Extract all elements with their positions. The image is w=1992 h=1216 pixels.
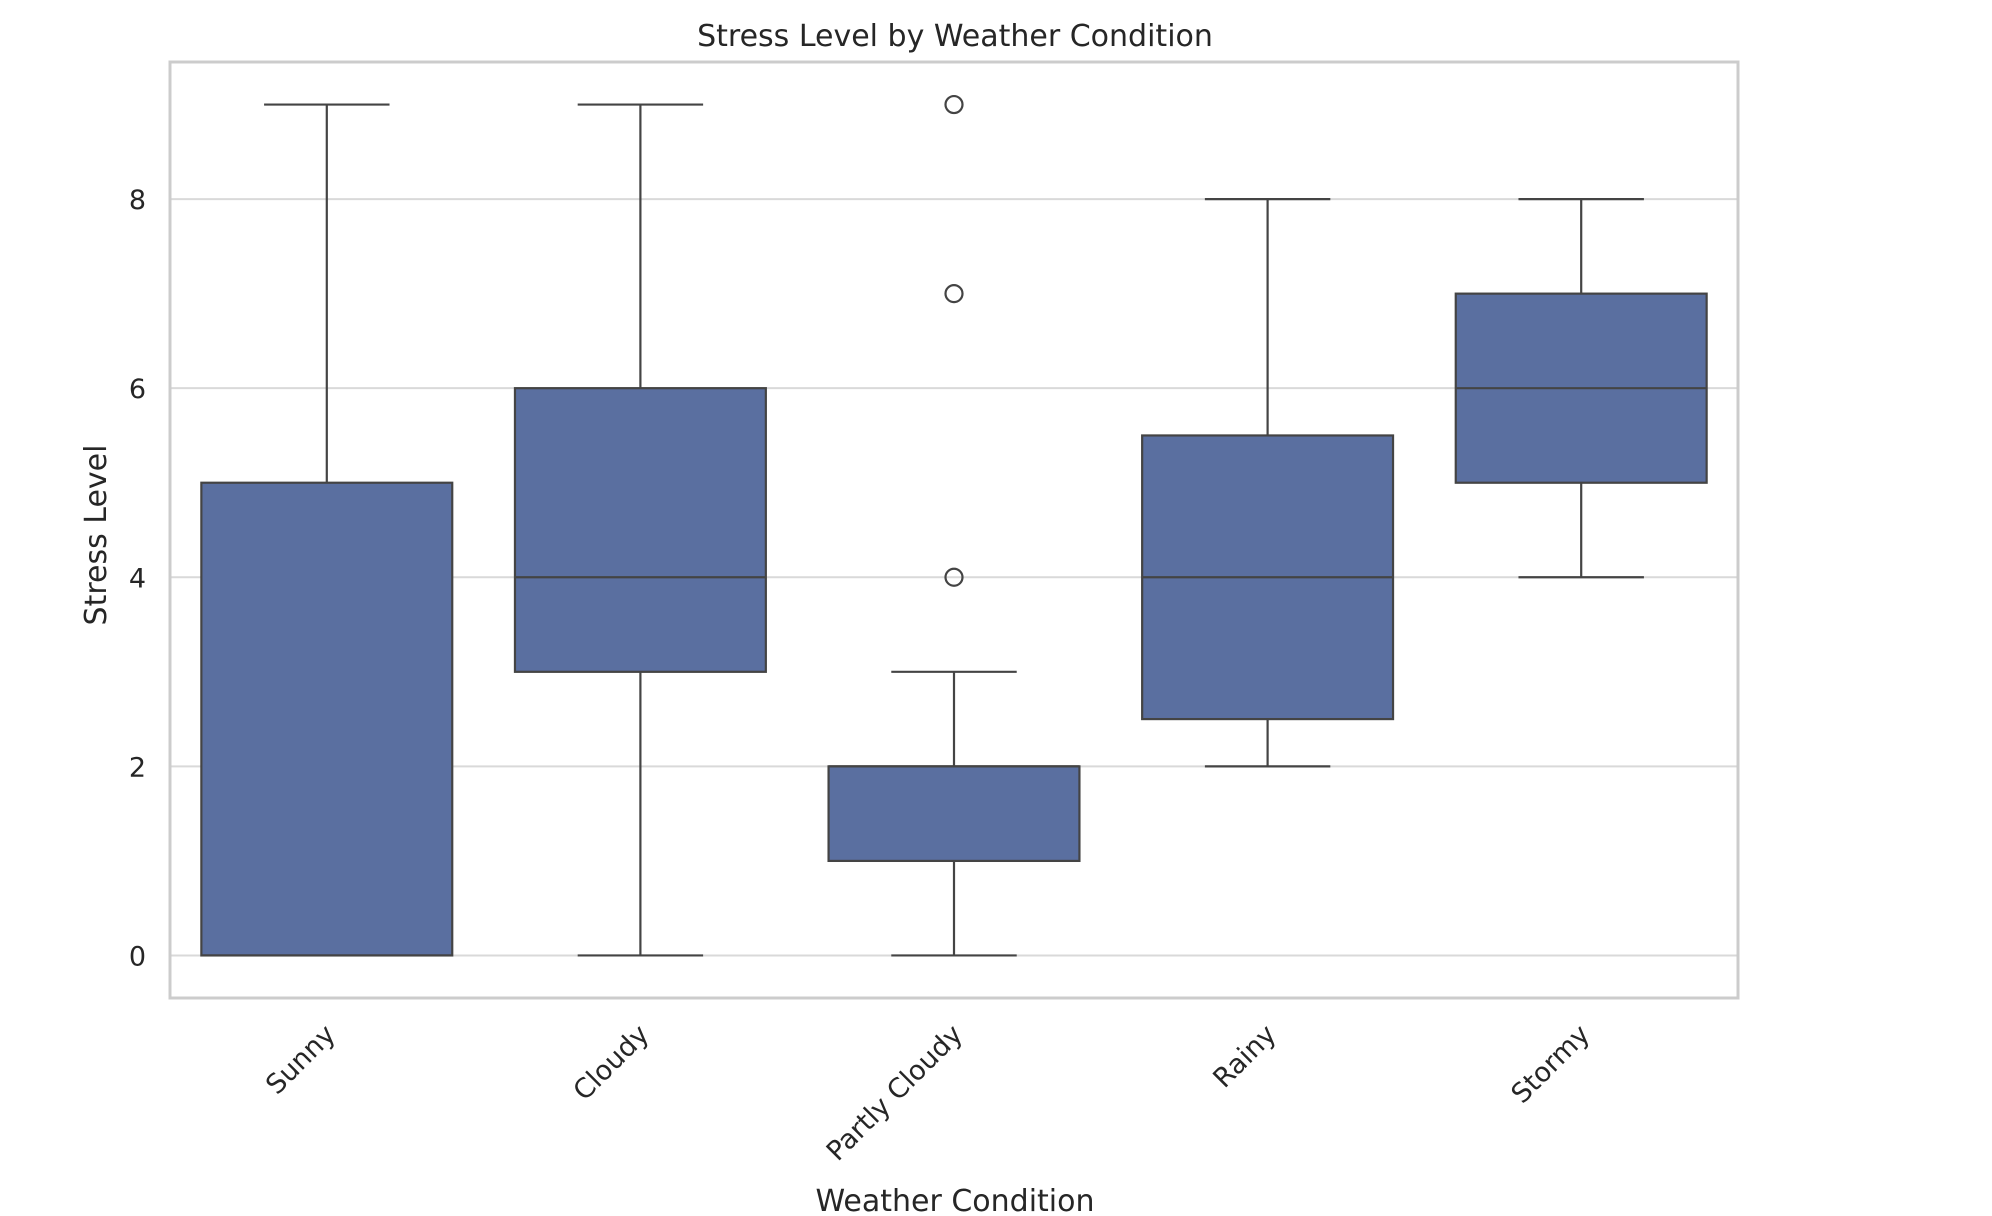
box-plots — [200, 94, 1708, 957]
y-tick-labels: 0 2 4 6 8 — [129, 185, 146, 972]
plot-frame — [168, 60, 1740, 1000]
x-axis-label: Weather Condition — [815, 1184, 1094, 1216]
outlier-point — [944, 284, 964, 304]
box-cloudy — [513, 103, 767, 957]
iqr-box — [200, 481, 454, 957]
x-tick-label: Rainy — [1207, 1019, 1282, 1094]
y-axis-label: Stress Level — [79, 445, 114, 626]
x-tick-label: Cloudy — [568, 1019, 656, 1107]
iqr-box — [827, 765, 1081, 863]
y-tick-label: 0 — [129, 941, 146, 972]
box-partly-cloudy — [827, 94, 1081, 957]
x-tick-labels: Sunny Cloudy Partly Cloudy Rainy Stormy — [260, 1019, 1596, 1167]
y-tick-label: 6 — [129, 374, 146, 405]
iqr-box — [513, 387, 767, 673]
x-tick-label: Partly Cloudy — [821, 1019, 969, 1167]
box-sunny — [200, 103, 454, 957]
chart-title: Stress Level by Weather Condition — [697, 19, 1213, 54]
y-tick-label: 2 — [129, 752, 146, 783]
outlier-point — [944, 94, 964, 115]
outlier-point — [944, 567, 964, 587]
x-tick-label: Sunny — [260, 1019, 342, 1101]
x-tick-label: Stormy — [1506, 1019, 1597, 1110]
box-rainy — [1141, 197, 1395, 768]
y-tick-label: 4 — [129, 563, 146, 594]
y-tick-label: 8 — [129, 185, 146, 216]
box-stormy — [1454, 197, 1708, 579]
